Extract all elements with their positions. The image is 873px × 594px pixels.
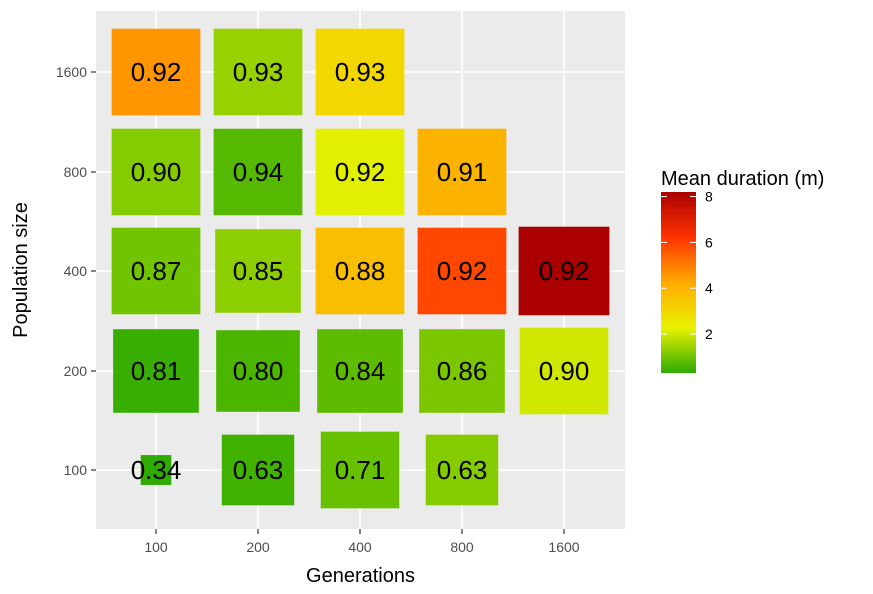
tile-200-1600 <box>213 28 303 116</box>
y-tick-label-800: 800 <box>64 164 88 180</box>
tile-200-800 <box>213 128 303 216</box>
cell-label-200-800: 0.94 <box>233 157 284 187</box>
tile-800-800 <box>417 128 507 216</box>
tile-200-100 <box>221 434 295 506</box>
tile-100-1600 <box>111 28 201 116</box>
tile-400-400 <box>315 227 405 315</box>
cell-label-100-400: 0.87 <box>131 256 182 286</box>
legend-title: Mean duration (m) <box>661 168 824 190</box>
cell-label-100-100: 0.34 <box>131 455 182 485</box>
tile-1600-400 <box>518 226 610 316</box>
tile-800-400 <box>417 227 507 315</box>
legend: Mean duration (m) 2 4 6 8 <box>661 168 824 373</box>
cell-label-400-1600: 0.93 <box>335 57 386 87</box>
tile-400-800 <box>315 128 405 216</box>
cell-label-100-800: 0.90 <box>131 157 182 187</box>
cell-label-1600-400: 0.92 <box>539 256 590 286</box>
tile-200-400 <box>215 229 301 313</box>
tile-200-200 <box>216 330 300 412</box>
cell-label-200-400: 0.85 <box>233 256 284 286</box>
cell-label-200-200: 0.80 <box>233 356 284 386</box>
cell-label-200-1600: 0.93 <box>233 57 284 87</box>
cell-label-400-800: 0.92 <box>335 157 386 187</box>
cell-label-100-200: 0.81 <box>131 356 182 386</box>
tile-400-200 <box>317 329 403 413</box>
cell-labels: 0.92 0.93 0.93 0.90 0.94 0.92 0.91 0.87 0.85 0.88… <box>131 57 590 485</box>
cell-label-1600-200: 0.90 <box>539 356 590 386</box>
tile-100-400 <box>111 227 201 315</box>
cell-label-400-100: 0.71 <box>335 455 386 485</box>
cell-label-800-800: 0.91 <box>437 157 488 187</box>
cell-label-200-100: 0.63 <box>233 455 284 485</box>
tile-400-1600 <box>315 28 405 116</box>
cell-label-100-1600: 0.92 <box>131 57 182 87</box>
x-tick-label-1600: 1600 <box>548 539 579 555</box>
cell-label-800-400: 0.92 <box>437 256 488 286</box>
cell-label-400-200: 0.84 <box>335 356 386 386</box>
y-axis: 100 200 400 800 1600 <box>56 64 96 478</box>
tile-100-800 <box>111 128 201 216</box>
legend-tick-label-8: 8 <box>705 189 713 205</box>
tiles <box>111 28 610 509</box>
y-tick-label-200: 200 <box>64 363 88 379</box>
legend-tick-label-4: 4 <box>705 280 713 296</box>
x-tick-label-400: 400 <box>348 539 372 555</box>
y-tick-label-100: 100 <box>64 462 88 478</box>
cell-label-800-200: 0.86 <box>437 356 488 386</box>
y-axis-title: Population size <box>10 202 32 338</box>
x-axis-title: Generations <box>306 565 415 587</box>
x-tick-label-100: 100 <box>144 539 168 555</box>
tile-100-200 <box>113 329 199 413</box>
cell-label-400-400: 0.88 <box>335 256 386 286</box>
tile-800-200 <box>419 329 505 413</box>
legend-tick-label-6: 6 <box>705 234 713 250</box>
tile-800-100 <box>425 434 499 506</box>
x-tick-label-800: 800 <box>450 539 474 555</box>
y-tick-label-1600: 1600 <box>56 64 87 80</box>
legend-colorbar <box>661 192 696 373</box>
legend-tick-label-2: 2 <box>705 326 713 342</box>
y-tick-label-400: 400 <box>64 263 88 279</box>
tile-400-100 <box>320 431 400 509</box>
x-axis: 100 200 400 800 1600 <box>144 529 580 555</box>
cell-label-800-100: 0.63 <box>437 455 488 485</box>
tile-1600-200 <box>519 327 609 415</box>
tile-100-100 <box>140 455 172 485</box>
x-tick-label-200: 200 <box>246 539 270 555</box>
